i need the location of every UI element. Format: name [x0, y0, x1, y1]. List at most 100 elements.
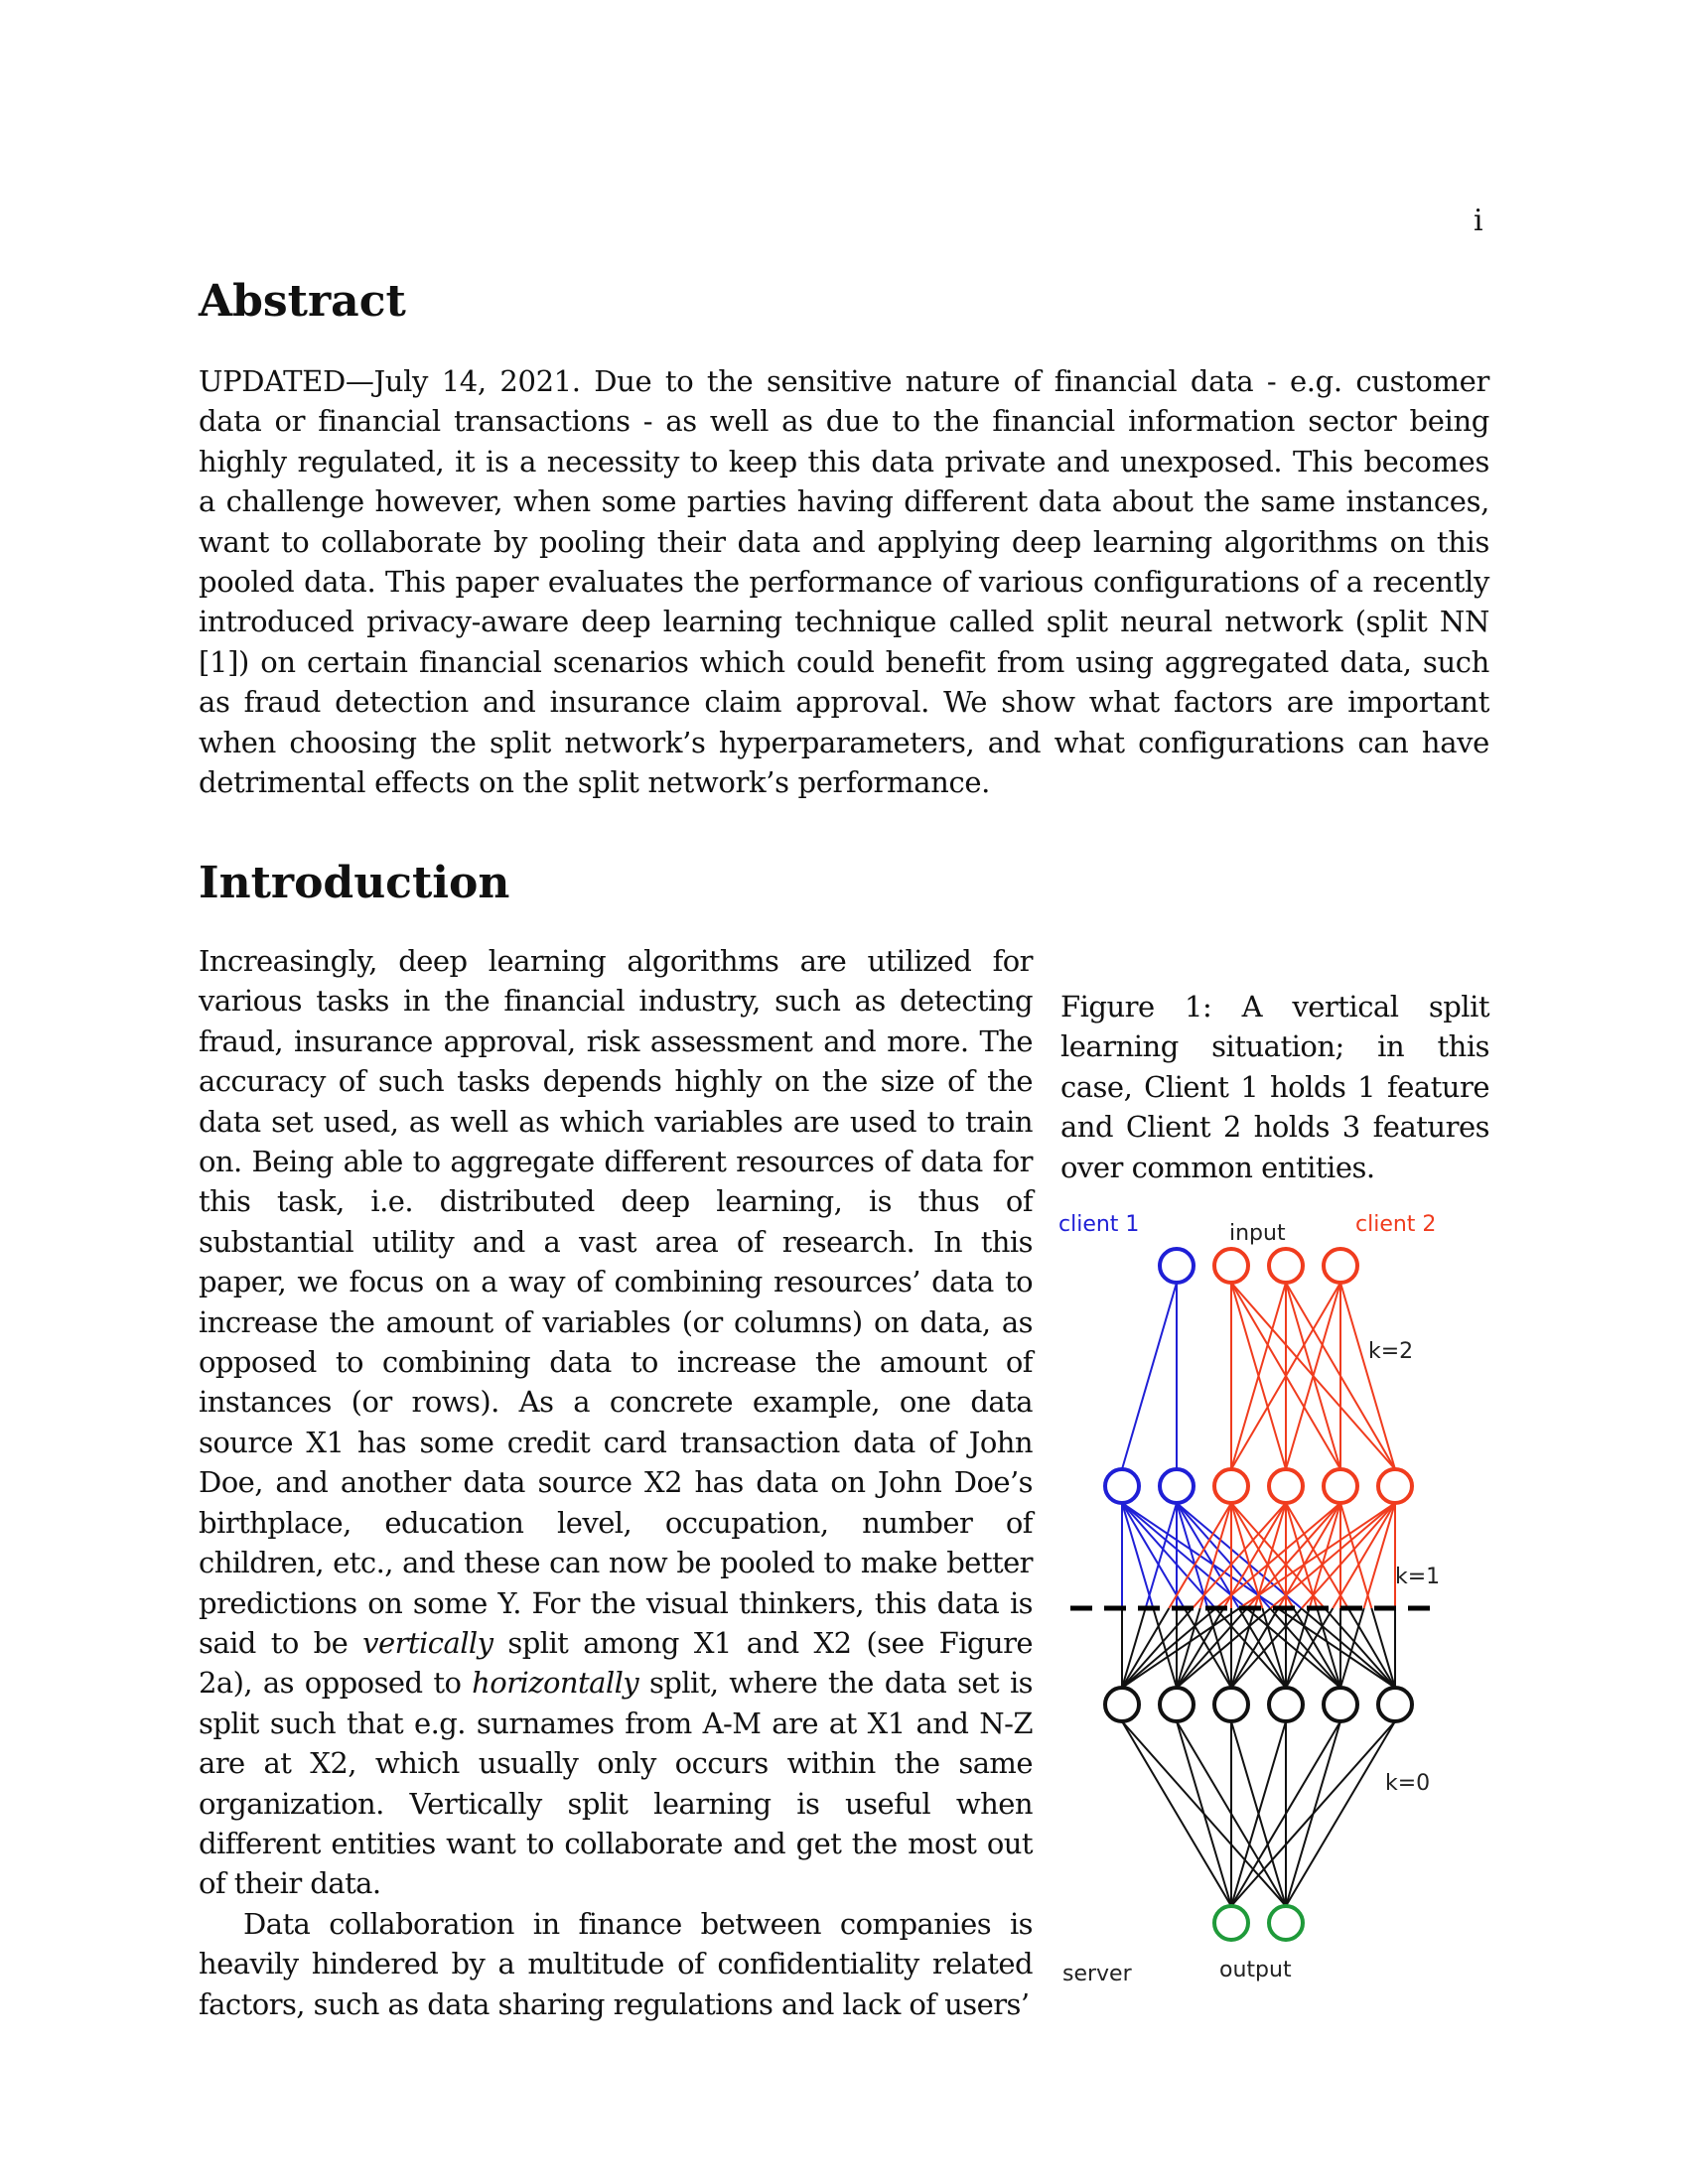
edge-cut-to-hidden2 — [1176, 1607, 1272, 1689]
edge-cut-to-hidden2 — [1230, 1607, 1280, 1689]
edge-hidden1-to-cut — [1238, 1502, 1396, 1609]
edge-hidden1-to-cut — [1269, 1502, 1396, 1609]
edge-hidden1-to-cut — [1176, 1502, 1209, 1609]
edge-cut-to-hidden2 — [1121, 1607, 1240, 1689]
server-label: server — [1062, 1962, 1133, 1986]
edge-cut-to-hidden2 — [1300, 1607, 1396, 1689]
input-label: input — [1229, 1221, 1286, 1246]
edge-hidden1-to-cut — [1198, 1502, 1232, 1609]
edge-cut-to-hidden2 — [1121, 1607, 1171, 1689]
edge-cut-to-hidden2 — [1285, 1607, 1335, 1689]
input-node — [1267, 1247, 1305, 1285]
edge-hidden1-to-cut — [1230, 1502, 1295, 1609]
network-nodes — [1103, 1247, 1414, 1942]
introduction-paragraph-2: Data collaboration in finance between co… — [199, 1906, 1034, 2021]
split-network-figure: client 1 input client 2 k=2 k=1 k=0 serv… — [1053, 1206, 1470, 2000]
edge-hidden2-to-output — [1285, 1720, 1396, 1907]
edge-hidden2-to-output — [1176, 1720, 1232, 1907]
edge-hidden1-to-cut — [1362, 1502, 1396, 1609]
hidden-layer-1-node — [1212, 1467, 1250, 1505]
edge-cut-to-hidden2 — [1292, 1607, 1341, 1689]
client-1-label: client 1 — [1058, 1212, 1139, 1237]
client-2-label: client 2 — [1355, 1212, 1436, 1237]
edge-cut-to-hidden2 — [1285, 1607, 1311, 1689]
edge-hidden1-to-cut — [1176, 1502, 1271, 1609]
hidden-layer-2-node — [1212, 1686, 1250, 1723]
abstract-heading: Abstract — [199, 276, 406, 327]
edge-cut-to-hidden2 — [1206, 1607, 1232, 1689]
output-node — [1267, 1904, 1305, 1942]
abstract-body: UPDATED—July 14, 2021. Due to the sensit… — [199, 364, 1489, 800]
edge-cut-to-hidden2 — [1230, 1607, 1303, 1689]
hidden-layer-2-node — [1322, 1686, 1359, 1723]
edge-cut-to-hidden2 — [1245, 1607, 1341, 1689]
edge-hidden2-to-output — [1121, 1720, 1232, 1907]
edge-cut-to-hidden2 — [1214, 1607, 1287, 1689]
edge-cut-to-hidden2 — [1324, 1607, 1396, 1689]
edge-cut-to-hidden2 — [1176, 1607, 1225, 1689]
k1-label: k=1 — [1395, 1565, 1440, 1589]
k0-label: k=0 — [1385, 1771, 1430, 1796]
hidden-layer-1-node — [1322, 1467, 1359, 1505]
edge-hidden2-to-output — [1230, 1720, 1287, 1907]
edge-hidden1-to-cut — [1121, 1502, 1186, 1609]
k2-label: k=2 — [1368, 1339, 1413, 1364]
edge-hidden1-to-cut — [1246, 1502, 1341, 1609]
input-node — [1322, 1247, 1359, 1285]
edge-cut-to-hidden2 — [1121, 1607, 1194, 1689]
edge-input-to-hidden1 — [1121, 1282, 1178, 1470]
edge-hidden1-to-cut — [1214, 1502, 1341, 1609]
edge-hidden1-to-cut — [1230, 1502, 1264, 1609]
split-network-diagram: client 1 input client 2 k=2 k=1 k=0 serv… — [1058, 1212, 1442, 1986]
edge-hidden1-to-cut — [1121, 1502, 1155, 1609]
intro-text-part-1: Increasingly, deep learning algorithms a… — [199, 944, 1034, 1660]
introduction-text-column: Increasingly, deep learning algorithms a… — [199, 941, 1034, 2024]
edge-hidden1-to-cut — [1168, 1502, 1232, 1609]
edge-cut-to-hidden2 — [1339, 1607, 1365, 1689]
page-number: i — [1474, 204, 1483, 238]
input-node — [1158, 1247, 1196, 1285]
intro-emphasis-horizontally: horizontally — [472, 1666, 639, 1701]
input-node — [1212, 1247, 1250, 1285]
introduction-heading: Introduction — [199, 858, 510, 908]
output-label: output — [1219, 1958, 1292, 1982]
intro-text-part-3: split, where the data set is split such … — [199, 1666, 1034, 1901]
edge-cut-to-hidden2 — [1176, 1607, 1248, 1689]
intro-text-part-2: split among X1 and X2 (see Figure 2a), a… — [199, 1625, 1034, 1701]
edge-hidden1-to-cut — [1121, 1502, 1216, 1609]
edge-input-to-hidden1 — [1230, 1282, 1287, 1470]
hidden-layer-2-node — [1158, 1686, 1196, 1723]
edge-hidden1-to-cut — [1222, 1502, 1287, 1609]
edge-hidden1-to-cut — [1253, 1502, 1287, 1609]
edge-cut-to-hidden2 — [1370, 1607, 1396, 1689]
hidden-layer-1-node — [1376, 1467, 1414, 1505]
edge-hidden1-to-cut — [1192, 1502, 1287, 1609]
edge-hidden2-to-output — [1230, 1720, 1396, 1907]
edge-hidden1-to-cut — [1301, 1502, 1396, 1609]
edge-hidden1-to-cut — [1144, 1502, 1178, 1609]
hidden-layer-2-node — [1376, 1686, 1414, 1723]
network-edges — [1121, 1282, 1396, 1907]
hidden-layer-1-node — [1267, 1467, 1305, 1505]
edge-cut-to-hidden2 — [1152, 1607, 1178, 1689]
edge-hidden1-to-cut — [1308, 1502, 1341, 1609]
edge-cut-to-hidden2 — [1316, 1607, 1341, 1689]
edge-cut-to-hidden2 — [1237, 1607, 1287, 1689]
hidden-layer-1-node — [1158, 1467, 1196, 1505]
edge-hidden1-to-cut — [1277, 1502, 1341, 1609]
edge-input-to-hidden1 — [1230, 1282, 1341, 1470]
edge-hidden1-to-cut — [1121, 1502, 1248, 1609]
edge-cut-to-hidden2 — [1121, 1607, 1217, 1689]
edge-cut-to-hidden2 — [1230, 1607, 1256, 1689]
intro-emphasis-vertically: vertically — [362, 1625, 493, 1660]
edge-cut-to-hidden2 — [1176, 1607, 1201, 1689]
figure-caption: Figure 1: A vertical split learning situ… — [1060, 990, 1490, 1184]
edge-cut-to-hidden2 — [1183, 1607, 1232, 1689]
edge-input-to-hidden1 — [1285, 1282, 1341, 1470]
edge-input-to-hidden1 — [1339, 1282, 1396, 1470]
edge-hidden1-to-cut — [1285, 1502, 1319, 1609]
edge-cut-to-hidden2 — [1269, 1607, 1341, 1689]
edge-hidden1-to-cut — [1176, 1502, 1240, 1609]
output-node — [1212, 1904, 1250, 1942]
hidden-layer-2-node — [1267, 1686, 1305, 1723]
